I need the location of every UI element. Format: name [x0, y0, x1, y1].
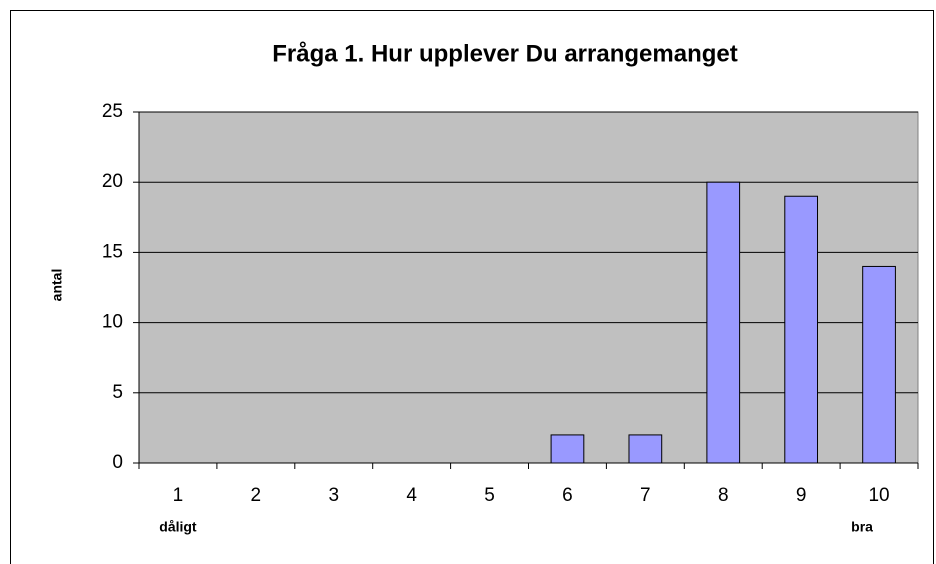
- x-annotation: dåligt: [159, 519, 197, 535]
- x-tick-label: 10: [868, 485, 889, 506]
- chart-title: Fråga 1. Hur upplever Du arrangemanget: [272, 40, 737, 67]
- x-tick-label: 8: [718, 485, 729, 506]
- x-annotation: bra: [851, 519, 873, 535]
- x-tick-label: 1: [173, 485, 184, 506]
- bar: [862, 265, 896, 464]
- x-tick-label: 6: [562, 485, 573, 506]
- x-tick-label: 7: [640, 485, 651, 506]
- bar: [784, 195, 819, 464]
- y-tick-label: 0: [112, 452, 123, 473]
- x-tick-label: 9: [796, 485, 807, 506]
- y-tick-label: 15: [102, 241, 123, 262]
- y-tick-label: 10: [102, 312, 123, 333]
- y-tick-label: 25: [102, 101, 123, 122]
- y-tick-label: 5: [112, 382, 123, 403]
- bar: [550, 434, 585, 464]
- y-tick-label: 20: [102, 171, 123, 192]
- y-axis-label: antal: [49, 269, 65, 302]
- bar: [706, 181, 741, 464]
- bar: [628, 434, 663, 464]
- x-tick-label: 2: [251, 485, 262, 506]
- x-tick-label: 3: [328, 485, 339, 506]
- x-tick-label: 4: [406, 485, 417, 506]
- x-tick-label: 5: [484, 485, 495, 506]
